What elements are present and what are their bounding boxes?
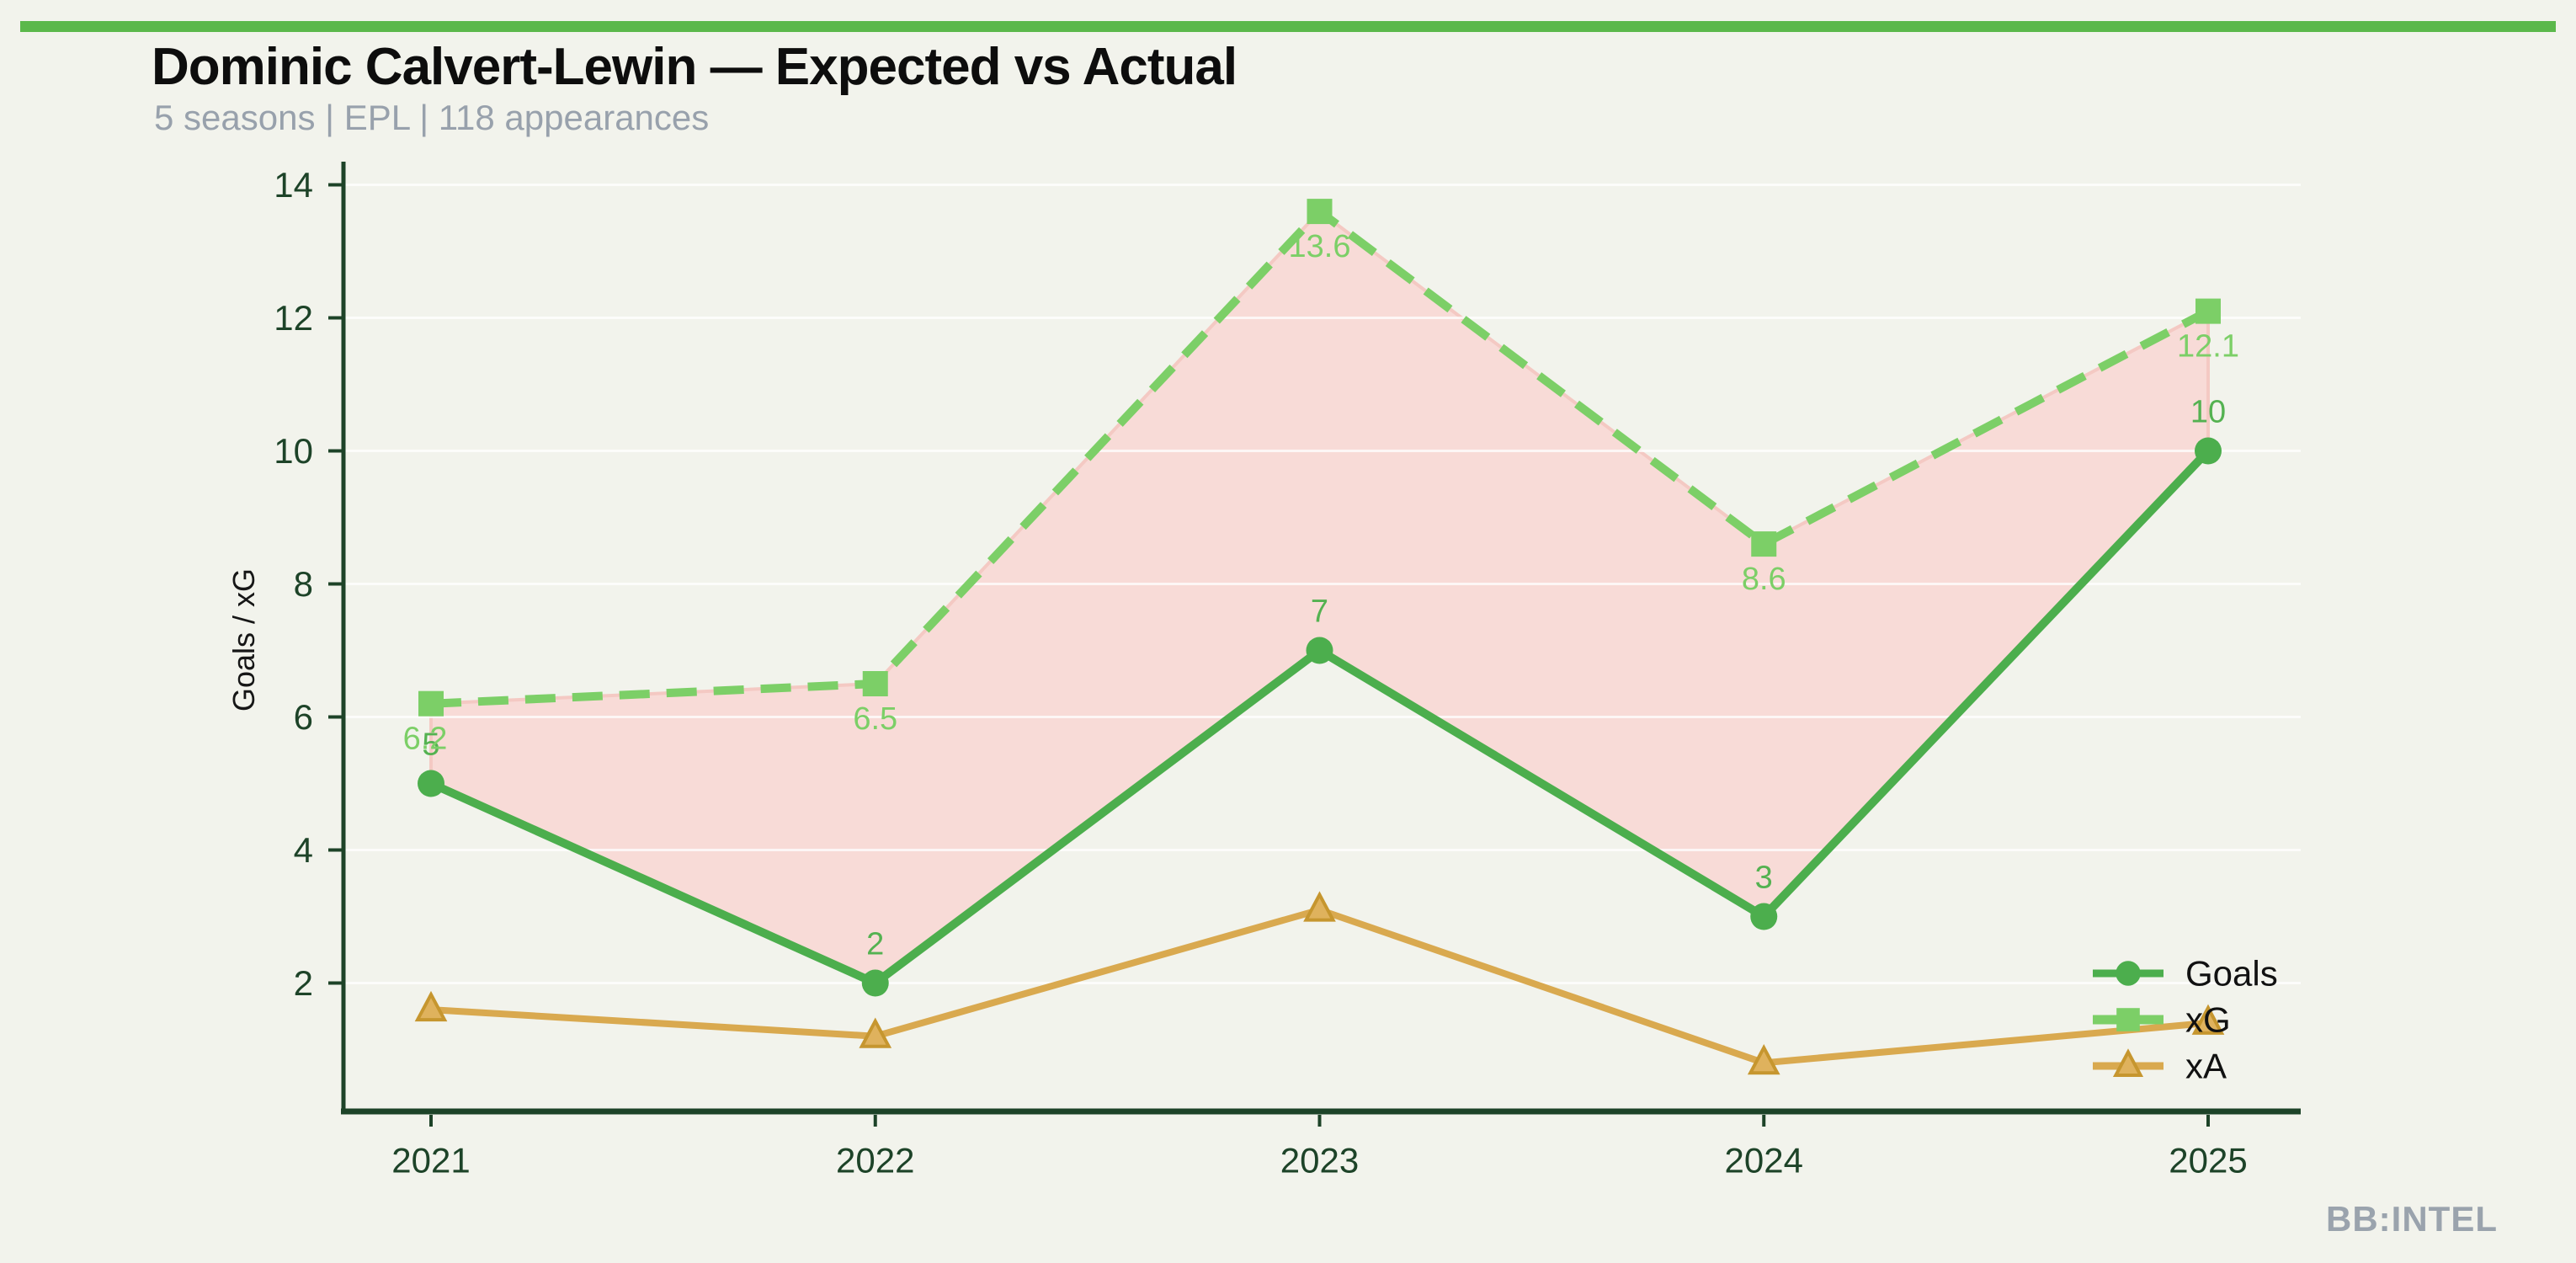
brand-watermark: BB:INTEL (2326, 1199, 2498, 1239)
x-tick-label-2021: 2021 (391, 1141, 470, 1180)
xg-marker (418, 690, 444, 717)
legend-item-xa[interactable]: xA (2093, 1047, 2227, 1086)
y-tick-label: 8 (294, 564, 313, 604)
legend-label: Goals (2185, 954, 2278, 994)
x-tick-label-2023: 2023 (1280, 1141, 1359, 1180)
data-label-xg-2022: 6.5 (853, 701, 897, 737)
xg-marker (2116, 1008, 2140, 1031)
y-tick-label: 6 (294, 697, 313, 737)
data-label-xg-2025: 12.1 (2177, 329, 2239, 365)
accent-bar (20, 21, 2556, 32)
legend-label: xA (2185, 1047, 2227, 1086)
xa-marker (2191, 1004, 2225, 1035)
legend-item-goals[interactable]: Goals (2093, 954, 2278, 994)
goals-marker (418, 770, 444, 797)
y-tick-label: 14 (274, 165, 313, 205)
x-tick-label-2025: 2025 (2169, 1141, 2247, 1180)
data-label-goals-2025: 10 (2190, 395, 2226, 430)
data-label-xg-2021: 6.2 (403, 722, 448, 757)
xg-marker (2195, 298, 2221, 324)
data-label-goals-2024: 3 (1755, 861, 1773, 896)
chart-title: Dominic Calvert-Lewin — Expected vs Actu… (152, 38, 1237, 96)
xg-marker (1751, 531, 1777, 557)
legend-label: xG (2185, 1000, 2231, 1040)
x-tick-label-2024: 2024 (1725, 1141, 1803, 1180)
goals-marker (861, 969, 889, 997)
xa-marker (2112, 1048, 2144, 1078)
series-line-xa (428, 906, 2211, 1067)
y-tick-label: 4 (294, 830, 313, 870)
data-label-goals-2023: 7 (1311, 594, 1328, 630)
legend: Goals xG xA (2093, 954, 2278, 1086)
legend-item-xg[interactable]: xG (2093, 1000, 2231, 1040)
xg-marker (862, 671, 888, 696)
goals-marker (2195, 437, 2222, 465)
y-tick-label: 2 (294, 963, 313, 1003)
xa-marker (859, 1017, 892, 1048)
chart-subtitle: 5 seasons | EPL | 118 appearances (154, 98, 710, 137)
xg-marker (1307, 199, 1333, 225)
xa-marker (1747, 1044, 1780, 1075)
xa-marker (1303, 891, 1336, 922)
data-label-goals-2021: 5 (422, 727, 439, 763)
xa-marker (414, 990, 448, 1022)
data-label-xg-2023: 13.6 (1289, 229, 1351, 264)
data-label-xg-2024: 8.6 (1742, 562, 1786, 597)
goals-marker (1306, 637, 1333, 664)
data-label-goals-2022: 2 (866, 927, 884, 962)
y-tick-label: 12 (274, 298, 313, 338)
y-tick-label: 10 (274, 431, 313, 471)
goals-marker (2116, 961, 2141, 986)
x-tick-label-2022: 2022 (836, 1141, 914, 1180)
goals-marker (1750, 903, 1778, 930)
